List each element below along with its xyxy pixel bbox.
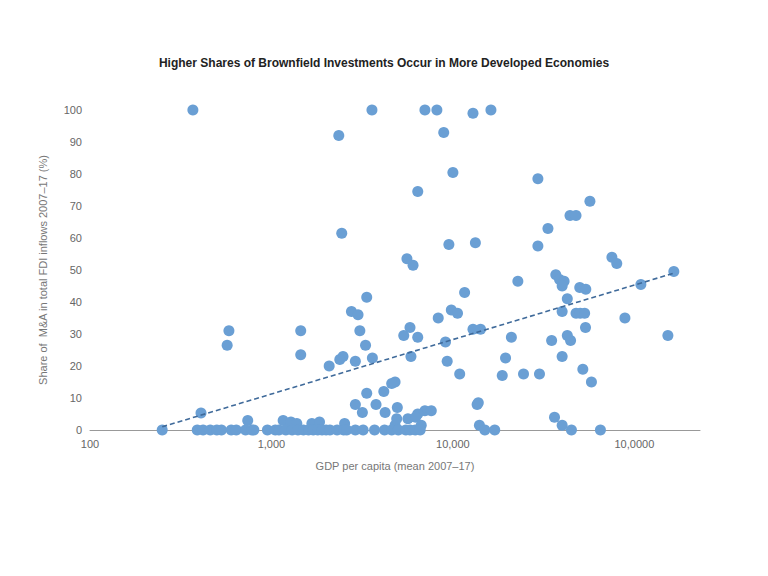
svg-text:90: 90: [70, 136, 82, 148]
svg-text:1,000: 1,000: [258, 438, 286, 450]
svg-text:30: 30: [70, 328, 82, 340]
svg-text:100: 100: [81, 438, 99, 450]
svg-text:0: 0: [76, 424, 82, 436]
svg-text:10,000: 10,000: [436, 438, 470, 450]
svg-text:60: 60: [70, 232, 82, 244]
svg-text:80: 80: [70, 168, 82, 180]
svg-text:40: 40: [70, 296, 82, 308]
svg-text:20: 20: [70, 360, 82, 372]
svg-text:10,0000: 10,0000: [614, 438, 654, 450]
svg-text:Share of M&A in total FDI inf: Share of M&A in total FDI inflows 2007–1…: [37, 155, 49, 385]
svg-text:Higher Shares of Brownfield In: Higher Shares of Brownfield Investments …: [159, 56, 609, 70]
svg-text:50: 50: [70, 264, 82, 276]
svg-text:GDP per capita (mean 2007–17): GDP per capita (mean 2007–17): [316, 460, 475, 472]
svg-text:10: 10: [70, 392, 82, 404]
svg-text:100: 100: [64, 104, 82, 116]
svg-text:70: 70: [70, 200, 82, 212]
